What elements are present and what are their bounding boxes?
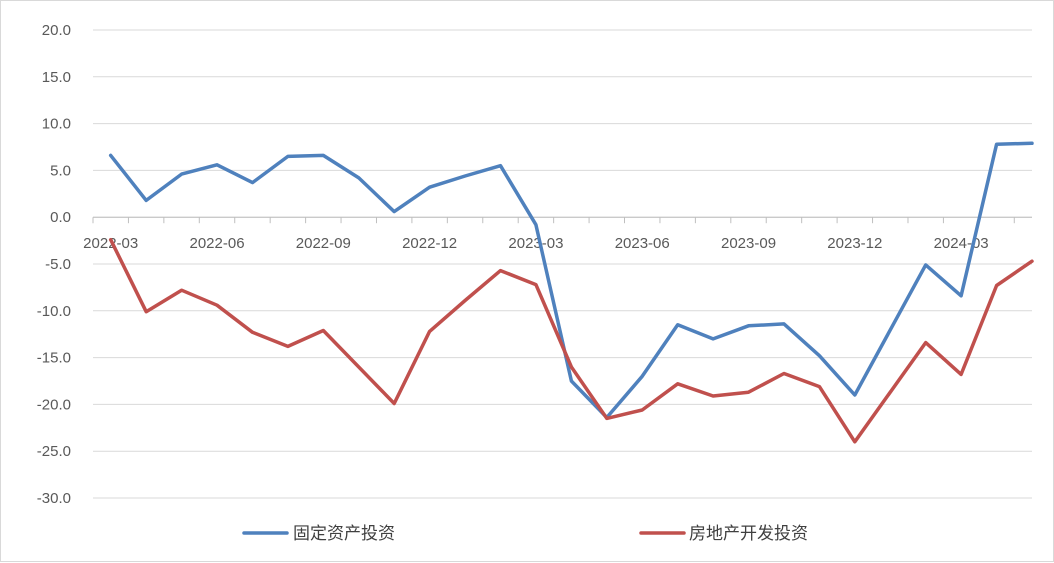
x-tick-label: 2023-09 xyxy=(721,235,776,252)
legend-label-2: 房地产开发投资 xyxy=(689,524,808,544)
series-line-1 xyxy=(108,141,1034,420)
legend-label-1: 固定资产投资 xyxy=(293,524,395,544)
y-tick-label: 20.0 xyxy=(42,22,71,39)
series-line-2 xyxy=(108,237,1034,444)
x-tick-label: 2022-12 xyxy=(402,235,457,252)
x-tick-label: 2024-03 xyxy=(934,235,989,252)
gridlines xyxy=(92,29,1032,499)
y-tick-label: 5.0 xyxy=(50,162,71,179)
legend: 固定资产投资 房地产开发投资 xyxy=(242,524,808,544)
y-tick-label: -15.0 xyxy=(37,350,71,367)
x-tick-label: 2022-03 xyxy=(83,235,138,252)
y-tick-label: 0.0 xyxy=(50,209,71,226)
y-axis-tick-labels: 20.0 15.0 10.0 5.0 0.0 -5.0 -10.0 -15.0 -20.0 -25… xyxy=(37,22,71,507)
y-tick-label: 15.0 xyxy=(42,69,71,86)
y-tick-label: -25.0 xyxy=(37,443,71,460)
y-tick-label: -5.0 xyxy=(45,256,71,273)
y-tick-label: -30.0 xyxy=(37,490,71,507)
x-tick-label: 2023-03 xyxy=(508,235,563,252)
x-tick-label: 2022-09 xyxy=(296,235,351,252)
x-tick-label: 2023-06 xyxy=(615,235,670,252)
y-tick-label: 10.0 xyxy=(42,116,71,133)
y-tick-label: -10.0 xyxy=(37,303,71,320)
series-lines xyxy=(108,141,1034,444)
y-tick-label: -20.0 xyxy=(37,396,71,413)
x-tick-label: 2023-12 xyxy=(827,235,882,252)
x-tick-label: 2022-06 xyxy=(189,235,244,252)
x-axis-tick-labels: 2022-03 2022-06 2022-09 2022-12 2023-03 2023-… xyxy=(83,235,988,252)
